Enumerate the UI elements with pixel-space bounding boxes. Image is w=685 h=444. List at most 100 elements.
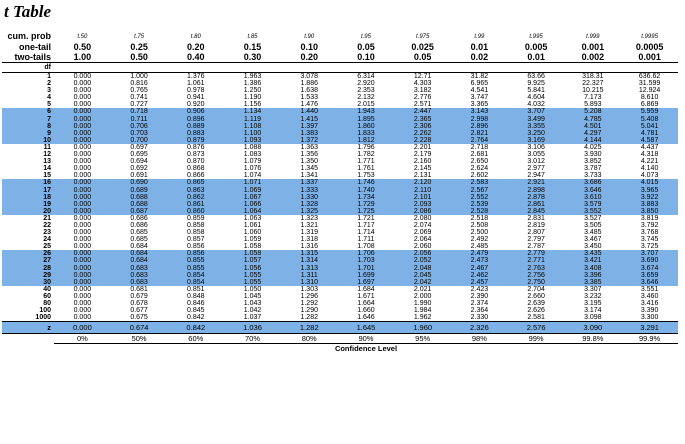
- critical-value: 1.895: [337, 115, 395, 123]
- one-tail-row: one-tail 0.50 0.25 0.20 0.15 0.10 0.05 0.025 0.0…: [2, 42, 678, 52]
- z-value: 1.036: [224, 321, 281, 335]
- one-tail-value: 0.025: [411, 42, 434, 52]
- critical-value: 1.734: [337, 193, 395, 201]
- critical-value: 2.821: [451, 129, 508, 137]
- df-value: 26: [2, 250, 54, 258]
- critical-value: 1.984: [413, 307, 432, 315]
- table-row: 15 0.000 0.691 0.866 1.074 1.341 1.753 2.131 2.6…: [2, 172, 678, 179]
- critical-value: 1.330: [280, 193, 338, 201]
- critical-value: 1.333: [280, 186, 338, 194]
- critical-value: 2.074: [413, 221, 432, 229]
- critical-value: 2.353: [357, 87, 375, 95]
- critical-value: 0.000: [73, 143, 92, 151]
- critical-value: 1.083: [243, 151, 262, 159]
- df-value: 1000: [35, 314, 51, 322]
- critical-value: 2.000: [413, 292, 432, 300]
- one-tail-value: 0.05: [357, 42, 375, 52]
- critical-value: 1.318: [300, 236, 318, 244]
- critical-value: 2.473: [451, 257, 508, 265]
- critical-value: 1.045: [243, 292, 262, 300]
- critical-value: 3.169: [507, 136, 565, 144]
- table-row: 4 0.000 0.741 0.941 1.190 1.533 2.132 2.776 3.74…: [2, 94, 678, 101]
- two-tails-value: 0.10: [337, 52, 395, 63]
- table-row: 30 0.000 0.683 0.854 1.055 1.310 1.697 2.042 2.4…: [2, 278, 678, 286]
- critical-value: 0.000: [73, 243, 92, 251]
- critical-value: 0.688: [110, 200, 168, 208]
- df-value: 23: [43, 229, 51, 237]
- df-label: df: [2, 62, 54, 73]
- z-value: 1.282: [280, 321, 338, 335]
- critical-value: 2.626: [527, 307, 545, 315]
- critical-value: 0.000: [54, 257, 111, 265]
- critical-value: 3.460: [640, 292, 659, 300]
- critical-value: 3.922: [621, 193, 678, 201]
- cum-prob-header: t.85: [247, 34, 258, 40]
- cum-prob-header: t.995: [529, 34, 543, 40]
- critical-value: 0.711: [110, 115, 168, 123]
- critical-value: 0.000: [54, 115, 111, 123]
- critical-value: 3.819: [640, 214, 659, 222]
- critical-value: 1.372: [280, 136, 338, 144]
- critical-value: 2.756: [507, 271, 565, 279]
- critical-value: 1.292: [300, 300, 318, 307]
- confidence-value: 99.9%: [638, 334, 661, 344]
- critical-value: 0.000: [54, 193, 111, 201]
- critical-value: 3.355: [507, 122, 565, 130]
- critical-value: 1.108: [224, 122, 281, 130]
- critical-value: 3.659: [621, 271, 678, 279]
- critical-value: 4.025: [584, 143, 602, 151]
- critical-value: 4.221: [640, 158, 659, 166]
- two-tails-value: 1.00: [54, 52, 111, 63]
- critical-value: 2.086: [394, 207, 452, 215]
- critical-value: 2.064: [413, 236, 432, 244]
- critical-value: 3.883: [621, 200, 678, 208]
- table-row: 5 0.000 0.727 0.920 1.156 1.476 2.015 2.571 3.36…: [2, 101, 678, 108]
- critical-value: 2.831: [527, 214, 545, 222]
- critical-value: 3.485: [584, 229, 602, 237]
- df-header-spacer: [224, 62, 281, 73]
- critical-value: 1.055: [224, 271, 281, 279]
- critical-value: 0.678: [130, 300, 148, 307]
- df-value: 40: [43, 285, 51, 293]
- critical-value: 5.408: [621, 115, 678, 123]
- df-value: 29: [2, 271, 54, 279]
- df-value: 11: [43, 143, 51, 151]
- z-value: 1.960: [394, 321, 452, 335]
- critical-value: 2.681: [470, 151, 489, 159]
- critical-value: 2.110: [394, 186, 452, 194]
- table-row: 17 0.000 0.689 0.863 1.069 1.333 1.740 2.110 2.5…: [2, 186, 678, 194]
- critical-value: 3.527: [584, 214, 602, 222]
- critical-value: 1.706: [337, 250, 395, 258]
- critical-value: 2.042: [394, 278, 452, 286]
- table-row: 14 0.000 0.692 0.868 1.076 1.345 1.761 2.145 2.6…: [2, 165, 678, 172]
- critical-value: 1.321: [300, 221, 318, 229]
- z-value: 3.090: [564, 321, 622, 335]
- df-header-spacer: [564, 62, 622, 73]
- table-row: 13 0.000 0.694 0.870 1.079 1.350 1.771 2.160 2.6…: [2, 158, 678, 165]
- critical-value: 6.965: [470, 80, 489, 88]
- critical-value: 1.043: [243, 300, 262, 307]
- critical-value: 0.855: [167, 257, 225, 265]
- z-value: 3.291: [621, 321, 678, 335]
- critical-value: 2.567: [451, 186, 508, 194]
- two-tails-value: 0.001: [621, 52, 678, 63]
- critical-value: 0.675: [130, 314, 148, 322]
- critical-value: 1.962: [413, 314, 432, 322]
- critical-value: 2.771: [507, 257, 565, 265]
- critical-value: 0.765: [130, 87, 148, 95]
- critical-value: 2.423: [470, 285, 489, 293]
- df-value: 22: [43, 221, 51, 229]
- critical-value: 3.106: [527, 143, 545, 151]
- critical-value: 4.144: [564, 136, 622, 144]
- critical-value: 2.920: [357, 80, 375, 88]
- cum-prob-header: t.9995: [641, 34, 658, 40]
- cum-prob-header: t.95: [360, 34, 371, 40]
- table-row: 20 0.000 0.687 0.860 1.064 1.325 1.725 2.086 2.5…: [2, 207, 678, 215]
- table-row: 18 0.000 0.688 0.862 1.067 1.330 1.734 2.101 2.5…: [2, 193, 678, 201]
- critical-value: 3.078: [300, 73, 318, 80]
- critical-value: 0.685: [130, 236, 148, 244]
- critical-value: 2.528: [451, 207, 508, 215]
- critical-value: 3.365: [470, 101, 489, 109]
- table-row: 1000 0.000 0.675 0.842 1.037 1.282 1.646 1.962 2…: [2, 314, 678, 322]
- critical-value: 0.000: [54, 207, 111, 215]
